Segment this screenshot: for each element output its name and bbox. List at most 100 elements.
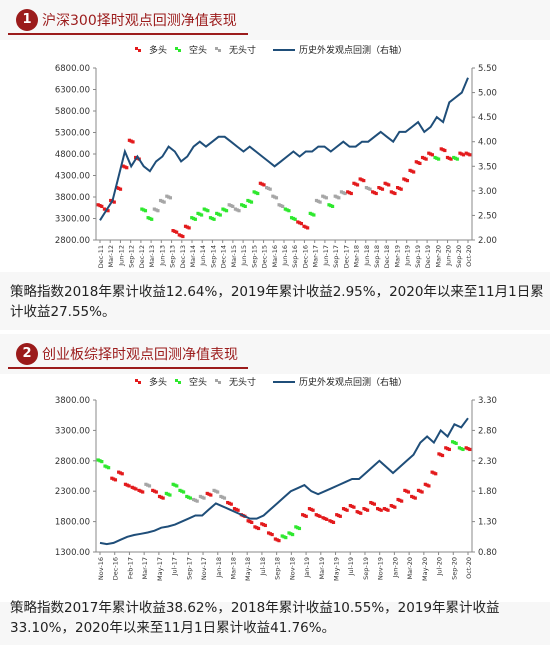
bear-point [164,491,168,496]
bull-point [179,234,183,238]
bull-point [439,453,443,457]
bull-point [427,484,431,488]
x-tick-label: Mar-18 [229,557,237,579]
bull-point [336,513,341,518]
bull-point [410,494,414,499]
x-tick-label: Mar-20 [406,557,414,579]
bull-point [360,178,364,182]
bull-point [301,513,305,517]
bear-point [256,191,260,196]
bull-point [458,151,462,155]
bull-point [379,186,383,190]
bear-point [284,536,288,540]
neutral-point [281,204,285,208]
neutral-point [335,195,339,199]
bull-point [131,140,135,144]
bull-point [411,495,416,499]
bull-point [321,516,325,520]
bull-point [302,513,307,518]
bull-point [386,508,390,512]
bull-point [352,505,356,509]
bull-point [141,490,145,494]
section-title: 沪深300择时观点回测净值表现 [42,13,237,29]
bull-point [262,183,266,187]
bull-point [389,190,393,194]
bear-point [150,217,154,221]
x-tick-label: Sep-17 [185,557,193,580]
bull-point [120,472,124,476]
neutral-point [144,482,148,486]
bull-point [96,203,100,207]
bull-point [362,179,366,183]
bear-point [175,484,179,488]
bull-point [125,166,129,170]
section-hs300: 1 沪深300择时观点回测净值表现 2800.00 3300.00 3800.00 4… [8,9,544,320]
bull-point [355,510,359,514]
x-tick-label: Sep-14 [209,245,217,268]
bear-point [293,217,297,221]
bear-point [100,460,104,464]
bull-point [377,507,382,512]
bull-point [256,526,261,531]
neutral-point [147,484,152,488]
bear-point [287,209,291,213]
bull-point [422,156,426,160]
neutral-point [274,196,279,200]
bull-point [443,148,447,153]
y-tick-label: 2300.00 [55,487,90,497]
bull-point [113,478,118,482]
x-tick-label: Nov-17 [200,557,208,580]
y2-tick-label: 4.00 [478,138,497,148]
bear-point [327,203,331,207]
legend-bear-marker [178,49,181,52]
legend-bull: 多头 [149,44,167,56]
y2-tick-label: 2.00 [478,236,497,246]
bull-point [250,520,254,524]
bull-point [432,471,436,475]
bull-point [371,190,375,194]
bull-point [260,182,264,186]
y2-tick-label: 4.50 [478,113,497,123]
bull-point [318,514,322,518]
bull-point [468,447,472,452]
bull-point [464,151,468,155]
x-tick-label: Mar-18 [353,245,361,267]
legend-bull-marker [135,379,138,382]
x-tick-label: Jan-20 [391,557,399,579]
bull-point [236,508,240,512]
neutral-point [231,204,235,208]
bear-point [249,200,254,204]
x-tick-label: Dec-17 [342,245,350,268]
bear-point [142,208,146,212]
y-tick-label: 4300.00 [55,172,90,182]
neutral-point [216,490,220,494]
x-tick-label: Mar-14 [189,245,197,267]
nav-line [99,77,469,221]
neutral-point [165,194,169,198]
bull-point [424,157,428,161]
bear-point [294,525,298,529]
bull-point [226,500,230,505]
x-tick-label: Jul-20 [436,557,444,576]
bull-point [304,514,308,518]
bull-point [447,447,451,452]
bull-point [302,224,306,228]
bull-point [365,508,370,512]
y-tick-label: 6300.00 [55,86,90,96]
x-tick-label: Nov-16 [97,557,105,580]
neutral-point [237,209,241,213]
bear-point [283,207,287,211]
x-tick-label: Jul-18 [259,557,267,576]
bear-point [287,531,291,535]
bull-point [118,471,123,475]
legend-bear-marker [175,379,178,382]
x-tick-label: Mar-19 [393,245,401,267]
x-tick-label: Feb-17 [126,557,134,579]
bull-point [331,520,336,524]
bull-point [437,452,441,456]
bear-point [291,216,295,221]
bull-point [185,225,189,229]
bull-point [391,191,395,195]
neutral-point [214,489,218,493]
bull-point [395,186,400,190]
